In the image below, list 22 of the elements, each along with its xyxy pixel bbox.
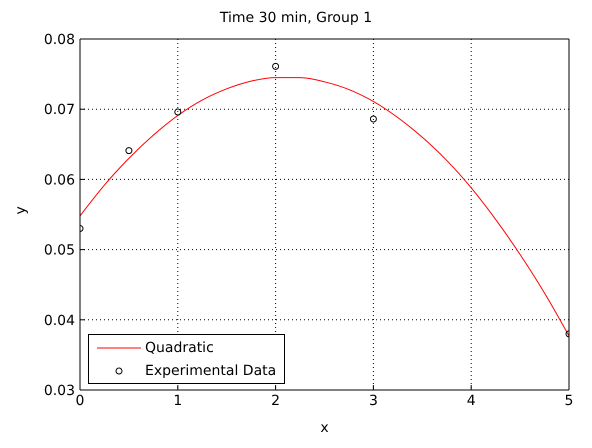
x-tick-label: 4 xyxy=(466,392,476,409)
y-tick-label: 0.07 xyxy=(44,102,75,118)
x-tick-label: 3 xyxy=(368,392,378,409)
line-series xyxy=(80,77,569,336)
y-tick-label: 0.04 xyxy=(44,312,76,329)
chart-title: Time 30 min, Group 1 xyxy=(218,10,374,26)
x-tick-label: 1 xyxy=(173,392,182,409)
y-tick-label: 0.05 xyxy=(44,242,75,259)
point xyxy=(272,62,280,70)
x-axis-title: x xyxy=(320,420,329,436)
x-tick-label: 0 xyxy=(76,392,84,409)
legend-label: Quadratic xyxy=(145,340,214,356)
point xyxy=(370,116,377,123)
point xyxy=(125,147,132,154)
y-tick-label: 0.03 xyxy=(44,382,75,399)
y-tick-label: 0.08 xyxy=(44,32,75,48)
x-tick-label: 2 xyxy=(271,392,280,409)
point xyxy=(174,108,182,116)
x-tick-label: 5 xyxy=(564,392,574,409)
y-tick-label: 0.06 xyxy=(44,172,76,188)
legend-label: Experimental Data xyxy=(145,362,276,378)
y-axis-title: y xyxy=(12,206,29,214)
